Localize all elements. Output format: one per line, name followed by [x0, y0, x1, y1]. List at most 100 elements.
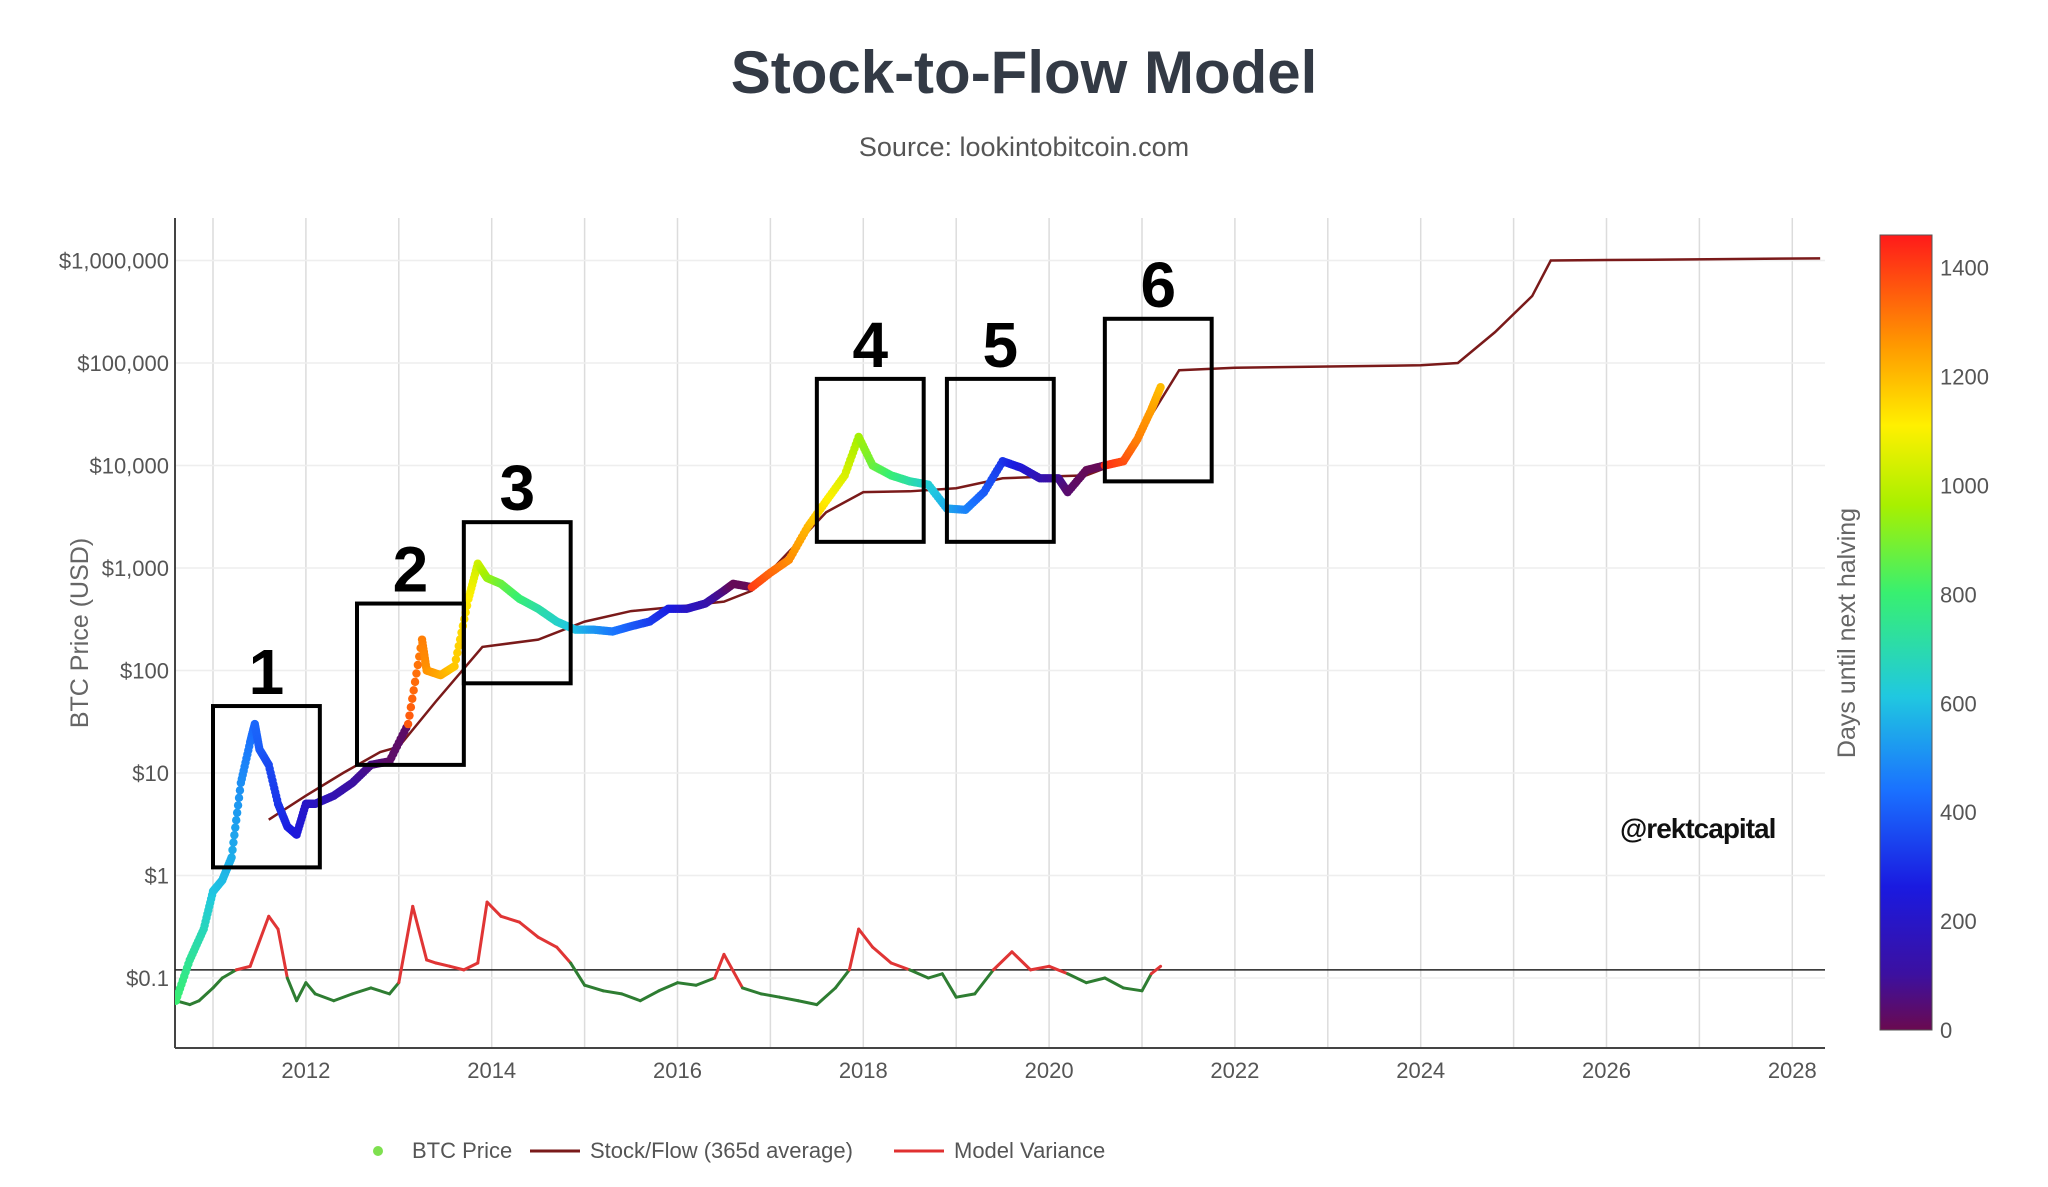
- variance-segment: [1149, 964, 1163, 976]
- x-tick-label: 2026: [1582, 1058, 1631, 1083]
- colorbar-tick-label: 1400: [1940, 256, 1989, 281]
- btc-price-point: [451, 655, 461, 664]
- btc-price-point: [232, 815, 241, 825]
- colorbar-tick-label: 1200: [1940, 365, 1989, 390]
- variance-segment: [569, 961, 587, 987]
- variance-segment: [954, 992, 977, 999]
- variance-segment: [276, 927, 289, 980]
- variance-segment: [332, 992, 354, 1003]
- btc-price-point: [229, 838, 238, 847]
- btc-price-point: [409, 686, 418, 695]
- variance-segment: [676, 981, 698, 987]
- y-axis-label: BTC Price (USD): [66, 538, 94, 728]
- variance-segment: [857, 927, 875, 949]
- variance-segment: [411, 904, 429, 962]
- variance-segment: [722, 952, 745, 990]
- btc-price-point: [408, 694, 417, 703]
- variance-segment: [448, 964, 466, 972]
- btc-price-point: [410, 677, 420, 687]
- variance-segment: [940, 972, 958, 999]
- variance-segment: [1140, 972, 1153, 993]
- variance-segment: [815, 986, 837, 1007]
- variance-segment: [248, 914, 271, 968]
- annotation-label: 4: [852, 309, 888, 381]
- annotation-box: [1102, 316, 1214, 484]
- legend-label: Model Variance: [954, 1138, 1105, 1163]
- variance-segment: [1121, 986, 1144, 993]
- colorbar-tick-label: 600: [1940, 691, 1977, 716]
- variance-segment: [833, 968, 851, 990]
- colorbar-tick-label: 200: [1940, 909, 1977, 934]
- chart-subtitle: Source: lookintobitcoin.com: [858, 132, 1190, 162]
- variance-segment: [267, 914, 280, 931]
- btc-price-point: [403, 719, 413, 729]
- variance-segment: [462, 961, 480, 972]
- variance-segment: [926, 972, 944, 980]
- variance-segment: [211, 976, 224, 990]
- axes: 2012 2014 2016 2018 2020 2022 2024 2026 2028 $0.1…: [59, 218, 1825, 1083]
- variance-segment: [518, 920, 540, 939]
- y-tick-label: $10: [132, 761, 169, 786]
- colorbar-tick-label: 800: [1940, 582, 1977, 607]
- variance-segment: [657, 981, 679, 993]
- variance-segment: [741, 986, 763, 996]
- variance-segment: [197, 986, 215, 1003]
- variance-segment: [369, 986, 392, 996]
- variance-segment: [796, 999, 819, 1007]
- variance-segment: [304, 981, 317, 996]
- annotation-box: [461, 520, 573, 686]
- colorbar-tick-label: 400: [1940, 800, 1977, 825]
- btc-price-point: [227, 853, 236, 862]
- variance-segment: [350, 986, 373, 996]
- y-tick-label: $1: [145, 864, 169, 889]
- colorbar-label: Days until next halving: [1833, 508, 1861, 758]
- colorbar-gradient: [1879, 234, 1933, 1031]
- btc-price-point: [453, 648, 462, 657]
- y-tick-label: $1,000: [102, 556, 169, 581]
- colorbar: 0 200 400 600 800 1000 1200 1400 Days until next…: [1833, 234, 1989, 1043]
- variance-segment: [397, 904, 415, 985]
- btc-price-point: [406, 703, 416, 712]
- variance-segment: [476, 900, 489, 965]
- variance-segment: [485, 900, 503, 918]
- variance-segment: [499, 914, 522, 924]
- legend-marker: [373, 1146, 383, 1156]
- annotation-box: [211, 704, 322, 870]
- x-tick-label: 2014: [467, 1058, 516, 1083]
- annotation-label: 2: [393, 534, 429, 606]
- x-tick-label: 2018: [839, 1058, 888, 1083]
- btc-price-point: [412, 669, 421, 678]
- variance-segment: [1103, 976, 1125, 990]
- btc-price-point: [1156, 383, 1165, 392]
- variance-segment: [694, 976, 717, 987]
- variance-segment: [295, 981, 308, 1003]
- watermark: @rektcapital: [1620, 813, 1775, 844]
- btc-price-point: [450, 662, 459, 671]
- variance-segment: [1047, 964, 1070, 976]
- annotation-box: [354, 601, 466, 767]
- y-tick-label: $10,000: [89, 454, 169, 479]
- btc-price-point: [232, 808, 242, 817]
- stock-flow-line: [268, 257, 1821, 821]
- variance-segment: [778, 995, 800, 1003]
- btc-price-point: [231, 823, 240, 832]
- y-tick-label: $0.1: [126, 966, 169, 991]
- legend: BTC Price Stock/Flow (365d average) Model …: [373, 1138, 1105, 1163]
- variance-segment: [388, 981, 401, 996]
- btc-price-point: [454, 641, 463, 651]
- x-tick-label: 2020: [1025, 1058, 1074, 1083]
- variance-segment: [638, 989, 661, 1003]
- variance-segment: [713, 952, 726, 980]
- variance-segment: [536, 935, 559, 949]
- variance-segment: [991, 950, 1014, 972]
- legend-label: Stock/Flow (365d average): [590, 1138, 853, 1163]
- legend-label: BTC Price: [412, 1138, 512, 1163]
- annotation-label: 5: [983, 309, 1019, 381]
- btc-price-point: [234, 793, 244, 803]
- variance-segment: [234, 964, 252, 972]
- btc-price-point: [233, 801, 243, 810]
- annotation-box: [814, 376, 926, 544]
- y-tick-label: $100: [120, 659, 169, 684]
- chart-title: Stock-to-Flow Model: [730, 39, 1318, 106]
